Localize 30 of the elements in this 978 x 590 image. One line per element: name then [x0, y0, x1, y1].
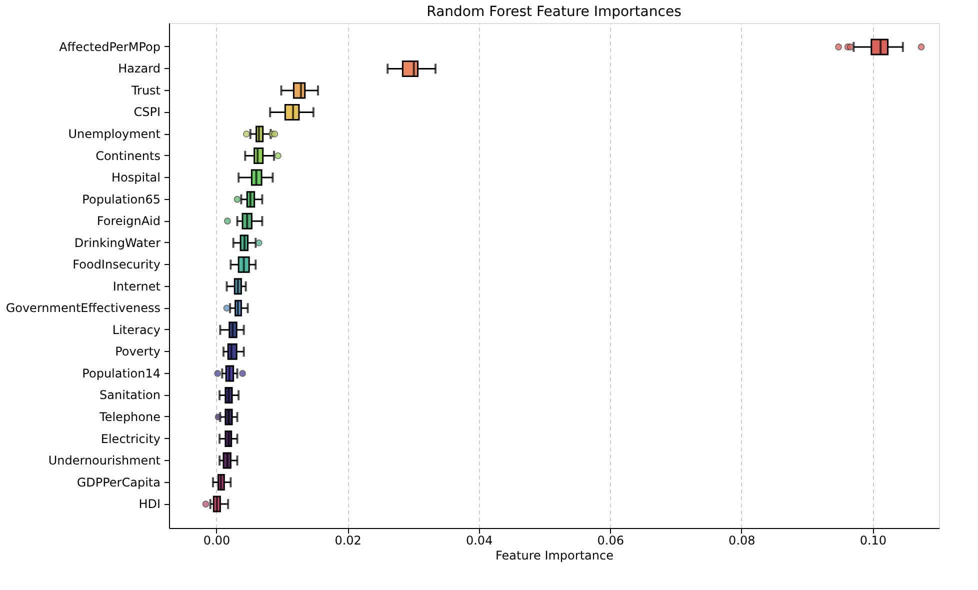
y-tick-label: FoodInsecurity [72, 258, 160, 272]
chart-title: Random Forest Feature Importances [426, 4, 682, 20]
x-tick-label: 0.04 [466, 534, 493, 548]
y-tick-label: Literacy [112, 322, 160, 337]
x-tick-label: 0.00 [203, 534, 230, 548]
y-tick-label: Unemployment [68, 127, 161, 142]
y-tick-label: CSPI [134, 105, 160, 120]
x-tick-label: 0.02 [334, 534, 362, 548]
y-tick-label: Electricity [100, 432, 160, 446]
y-tick-label: Population65 [82, 192, 160, 206]
y-tick-label: Hazard [118, 62, 160, 76]
y-tick-label: Continents [96, 148, 160, 163]
y-tick-label: DrinkingWater [74, 236, 161, 250]
y-tick-label: GovernmentEffectiveness [6, 301, 160, 316]
y-tick-label: GDPPerCapita [76, 475, 160, 490]
x-tick-label: 0.10 [860, 534, 887, 548]
y-tick-label: Internet [112, 279, 161, 294]
y-tick-label: HDI [138, 497, 160, 512]
x-tick-label: 0.06 [597, 534, 624, 548]
y-tick-label: AffectedPerMPop [59, 40, 160, 54]
x-tick-label: 0.08 [728, 534, 756, 548]
y-tick-label: Undernourishment [48, 454, 161, 468]
y-tick-label: Trust [130, 83, 161, 98]
y-tick-label: ForeignAid [96, 214, 160, 228]
y-tick-label: Sanitation [100, 388, 160, 402]
y-tick-label: Hospital [112, 170, 160, 185]
y-tick-label: Population14 [82, 366, 160, 380]
y-tick-label: Telephone [98, 410, 160, 424]
y-tick-label: Poverty [115, 344, 160, 359]
x-axis-title: Feature Importance [496, 548, 614, 562]
